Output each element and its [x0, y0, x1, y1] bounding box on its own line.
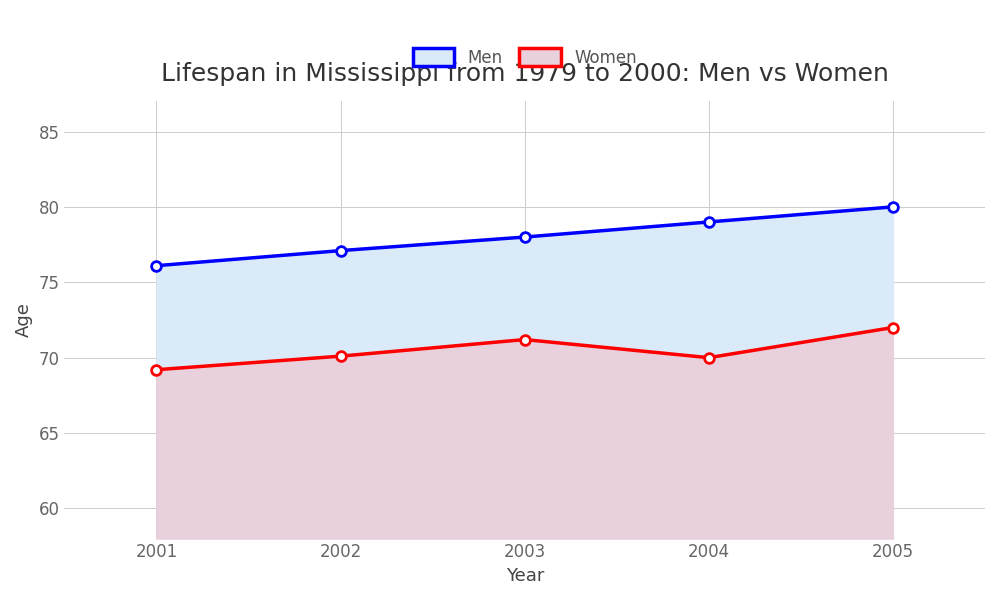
Legend: Men, Women: Men, Women — [413, 49, 637, 67]
X-axis label: Year: Year — [506, 567, 544, 585]
Y-axis label: Age: Age — [15, 302, 33, 337]
Title: Lifespan in Mississippi from 1979 to 2000: Men vs Women: Lifespan in Mississippi from 1979 to 200… — [161, 62, 889, 86]
